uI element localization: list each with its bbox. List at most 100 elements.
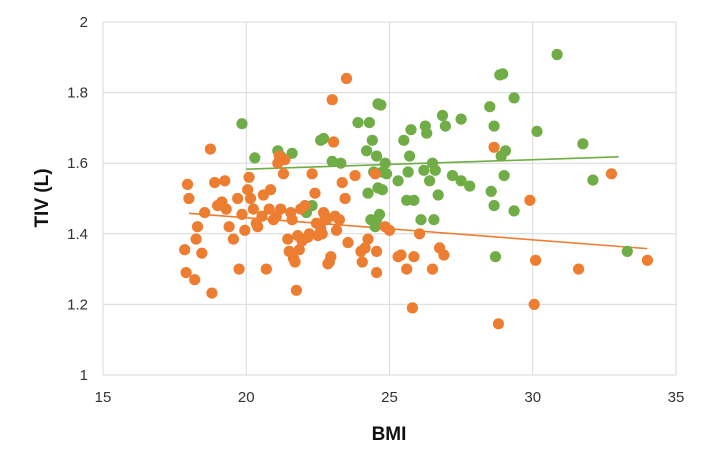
data-point xyxy=(242,184,254,196)
data-point xyxy=(239,224,251,236)
data-point xyxy=(484,101,496,113)
data-point xyxy=(335,157,347,169)
data-point xyxy=(524,194,536,206)
data-point xyxy=(318,132,330,145)
data-point xyxy=(432,189,444,201)
data-point xyxy=(375,99,387,111)
data-point xyxy=(265,184,277,196)
data-point xyxy=(381,168,393,180)
series-0-points xyxy=(236,48,633,263)
y-tick-label: 1 xyxy=(80,367,88,384)
data-point xyxy=(356,256,368,268)
data-point xyxy=(428,214,440,226)
data-point xyxy=(436,109,449,122)
x-tick-label: 15 xyxy=(95,389,112,406)
data-point xyxy=(223,221,235,233)
data-point xyxy=(290,284,302,296)
data-point xyxy=(587,174,599,186)
data-point xyxy=(206,287,218,299)
data-point xyxy=(340,72,353,85)
data-point xyxy=(196,247,208,259)
data-point xyxy=(249,152,261,164)
data-point xyxy=(455,113,467,125)
data-point xyxy=(497,68,509,80)
data-point xyxy=(498,170,510,182)
data-point xyxy=(414,228,426,240)
y-tick-label: 1.2 xyxy=(67,296,88,313)
data-point xyxy=(306,168,318,180)
data-point xyxy=(219,175,231,187)
data-point xyxy=(303,228,315,240)
data-point xyxy=(424,175,436,187)
data-point xyxy=(499,145,512,157)
data-point xyxy=(342,237,354,249)
data-point xyxy=(236,118,248,130)
data-point xyxy=(282,233,294,245)
data-points xyxy=(179,48,654,330)
data-point xyxy=(455,175,467,187)
data-point xyxy=(199,207,211,219)
data-point xyxy=(286,147,298,159)
data-point xyxy=(328,136,340,148)
data-point xyxy=(605,168,618,180)
data-point xyxy=(363,117,375,129)
data-point xyxy=(415,214,427,226)
data-point xyxy=(641,254,654,266)
data-point xyxy=(320,214,333,226)
data-point xyxy=(263,203,275,215)
data-point xyxy=(366,134,378,146)
data-point xyxy=(573,263,585,275)
data-point xyxy=(256,210,268,222)
x-tick-label: 30 xyxy=(524,389,541,406)
data-point xyxy=(551,48,563,61)
data-point xyxy=(359,242,371,254)
x-axis-title: BMI xyxy=(372,424,407,445)
data-point xyxy=(243,171,255,183)
data-point xyxy=(405,124,417,136)
data-point xyxy=(220,203,232,215)
data-point xyxy=(429,164,441,176)
data-point xyxy=(247,203,259,215)
x-tick-label: 35 xyxy=(668,389,685,406)
data-point xyxy=(349,170,361,182)
data-point xyxy=(232,192,244,205)
data-point xyxy=(530,254,542,266)
data-point xyxy=(181,178,194,190)
data-point xyxy=(289,256,301,268)
data-point xyxy=(489,251,502,263)
data-point xyxy=(404,150,416,162)
y-axis-ticks: 1 1.2 1.4 1.6 1.8 2 xyxy=(67,14,88,384)
data-point xyxy=(333,214,345,226)
data-point xyxy=(316,228,328,240)
data-point xyxy=(362,233,374,245)
data-point xyxy=(275,203,287,215)
data-point xyxy=(531,125,543,137)
data-point xyxy=(293,244,305,256)
data-point xyxy=(369,168,381,180)
data-point xyxy=(330,224,343,236)
data-point xyxy=(379,157,391,169)
data-point xyxy=(309,187,321,199)
data-point xyxy=(401,263,413,275)
data-point xyxy=(446,170,459,182)
y-tick-label: 1.4 xyxy=(67,226,88,243)
data-point xyxy=(371,150,383,162)
data-point xyxy=(376,184,388,196)
data-point xyxy=(408,251,420,263)
data-point xyxy=(183,192,195,205)
data-point xyxy=(189,274,201,286)
data-point xyxy=(286,214,298,226)
data-point xyxy=(179,244,191,256)
data-point xyxy=(209,177,221,189)
data-point xyxy=(252,221,264,233)
data-point xyxy=(371,267,383,279)
data-point xyxy=(485,185,497,197)
data-point xyxy=(408,194,420,206)
series-1-points xyxy=(179,72,654,330)
data-point xyxy=(418,164,430,176)
data-point xyxy=(204,143,216,155)
data-point xyxy=(326,94,338,106)
data-point xyxy=(398,134,410,146)
data-point xyxy=(402,166,414,178)
